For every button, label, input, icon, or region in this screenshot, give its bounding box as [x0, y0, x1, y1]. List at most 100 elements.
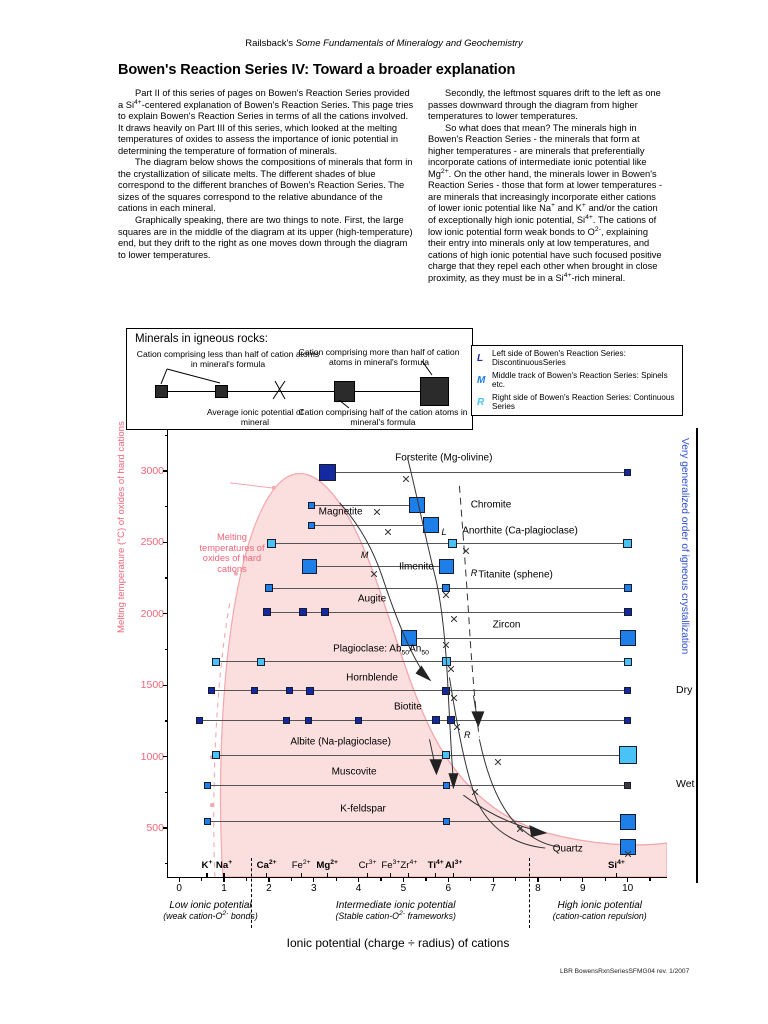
x-tick-label: 4	[355, 883, 362, 894]
running-head-plain: Railsback's	[245, 38, 296, 49]
cation-label-Ti4+: Ti4+	[427, 858, 444, 871]
cation-tick-Al3+	[453, 873, 455, 877]
branch-letter-M-1: M	[360, 549, 369, 560]
x-tick-label: 1	[221, 883, 227, 894]
running-head-italic: Some Fundamentals of Mineralogy and Geoc…	[295, 38, 523, 49]
crystallization-order-label: Very generalized order of igneous crysta…	[679, 438, 690, 655]
x-tick-mark-minor	[290, 877, 292, 881]
mineral-label: Anorthite (Ca-plagioclase)	[462, 525, 578, 537]
running-head: Railsback's Some Fundamentals of Mineral…	[0, 38, 768, 49]
legend-note-half: Cation comprising half of the cation ato…	[298, 407, 468, 427]
x-tick-mark-minor	[380, 877, 382, 881]
mineral-cation-square	[285, 687, 293, 695]
legend-square-small-1	[155, 385, 168, 398]
mineral-cation-square	[442, 781, 450, 789]
x-tick-mark	[357, 877, 360, 882]
mineral-cation-square	[623, 539, 633, 549]
mineral-cation-square	[266, 539, 276, 549]
y-tick-mark	[163, 684, 168, 686]
x-tick-mark	[537, 877, 539, 882]
x-tick-label: 7	[490, 883, 496, 894]
side-label-dry: Dry	[676, 683, 693, 696]
mineral-label: K-feldspar	[340, 803, 386, 815]
y-tick-mark	[163, 541, 168, 543]
zone-label-0: Low ionic potential (weak cation-O2- bond…	[115, 900, 305, 921]
x-tick-mark-minor	[335, 877, 337, 881]
y-tick-mark	[163, 827, 168, 829]
mineral-label: Biotite	[394, 701, 422, 713]
average-ionic-potential-marker	[471, 782, 479, 796]
x-tick-label: 6	[445, 883, 452, 894]
cation-label-K+: K+	[201, 858, 213, 871]
legend-note-average: Average ionic potential of mineral	[206, 407, 304, 427]
key-letter-L: L	[477, 353, 484, 364]
mineral-cation-square	[264, 584, 273, 592]
cation-label-Cr3+: Cr3+	[358, 858, 377, 871]
mineral-cation-square	[442, 584, 451, 592]
x-tick-mark-minor	[514, 877, 517, 881]
branch-letter-R-3: R	[463, 729, 471, 740]
y-tick-mark	[163, 755, 168, 758]
mineral-row-line	[207, 821, 628, 823]
x-tick-label: 10	[622, 883, 634, 894]
x-tick-label: 0	[176, 883, 182, 894]
mineral-cation-square	[446, 716, 455, 725]
x-tick-label: 5	[400, 883, 407, 894]
y-axis-label: Melting temperature (°C) of oxides of ha…	[116, 421, 127, 633]
mineral-label: Ilmenite	[398, 561, 434, 573]
cation-label-Ca2+: Ca2+	[256, 858, 277, 871]
mineral-row-line	[207, 784, 628, 786]
branch-letter-R-2: R	[470, 568, 478, 579]
mineral-row-line	[408, 637, 628, 639]
average-ionic-potential-marker	[624, 844, 631, 858]
legend-square-half	[334, 381, 355, 402]
cation-label-Mg2+: Mg2+	[316, 858, 338, 871]
x-tick-mark	[178, 877, 180, 882]
average-ionic-potential-marker	[462, 541, 470, 555]
mineral-cation-square	[203, 781, 211, 789]
legend-box: Minerals in igneous rocks: Cation compri…	[126, 328, 473, 430]
legend-note-small: Cation comprising less than half of cati…	[136, 349, 320, 369]
zone-line2: (Stable cation-O2- frameworks)	[335, 910, 456, 921]
paragraph: Secondly, the leftmost squares drift to …	[428, 88, 661, 122]
body-right-column: Secondly, the leftmost squares drift to …	[428, 88, 666, 284]
mineral-cation-square	[256, 657, 265, 666]
figure: Minerals in igneous rocks: Cation compri…	[112, 328, 698, 964]
cation-label-Fe2+: Fe2+	[291, 858, 311, 871]
cation-label-Na+: Na+	[215, 858, 233, 871]
mineral-label: Albite (Na-plagioclase)	[290, 736, 391, 748]
mineral-cation-square	[442, 686, 451, 695]
mineral-label: Forsterite (Mg-olivine)	[395, 452, 493, 464]
x-tick-mark	[492, 877, 494, 882]
legend-title: Minerals in igneous rocks:	[135, 333, 268, 345]
mineral-cation-square	[619, 813, 636, 830]
x-tick-label: 8	[535, 883, 541, 894]
x-axis-title: Ionic potential (charge ÷ radius) of cat…	[286, 936, 510, 950]
mineral-row-line	[211, 690, 628, 692]
y-tick-mark	[163, 613, 168, 615]
key-letter-R: R	[477, 397, 485, 408]
cation-tick-Ca2+	[266, 873, 268, 877]
mineral-cation-square	[431, 716, 440, 725]
mineral-cation-square	[423, 517, 440, 534]
average-ionic-potential-marker	[447, 659, 454, 672]
zone-line1: High ionic potential	[557, 900, 642, 911]
mineral-row-line	[311, 524, 432, 526]
mineral-cation-square	[211, 751, 220, 760]
mineral-row-line	[215, 661, 628, 663]
cation-tick-Fe3+	[390, 873, 392, 877]
y-tick-mark-minor	[164, 791, 168, 793]
zone-line2: (cation-cation repulsion)	[552, 911, 647, 921]
series-key-box: L Left side of Bowen's Reaction Series: D…	[471, 345, 683, 416]
mineral-cation-square	[283, 716, 291, 724]
mineral-cation-square	[624, 781, 632, 789]
average-ionic-potential-marker	[442, 635, 450, 649]
mineral-label: Titanite (sphene)	[478, 569, 553, 581]
y-tick-label: 2500	[140, 536, 164, 549]
average-ionic-potential-marker	[453, 717, 461, 731]
average-ionic-potential-marker	[494, 752, 501, 766]
key-text-R: Right side of Bowen's Reaction Series: C…	[492, 393, 675, 412]
mineral-cation-square	[448, 539, 458, 549]
mineral-row-line	[327, 471, 628, 473]
